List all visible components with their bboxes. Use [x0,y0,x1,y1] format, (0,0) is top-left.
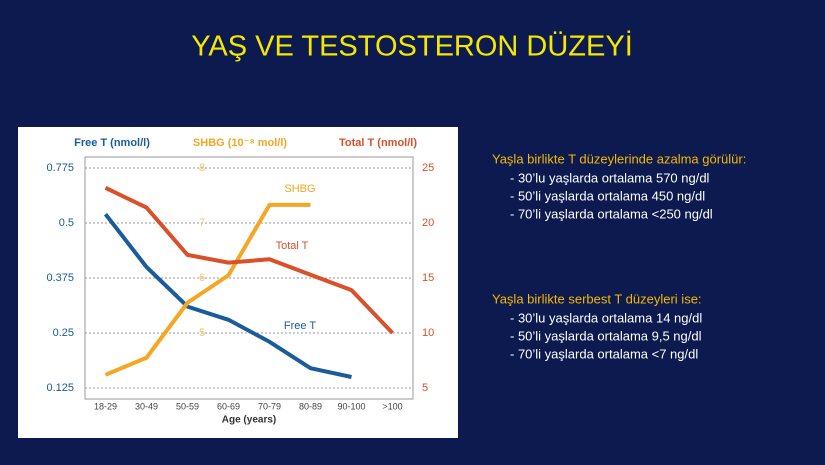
note-item: - 50’li yaşlarda ortalama 9,5 ng/dl [510,328,702,343]
note-item: - 50’li yaşlarda ortalama 450 ng/dl [510,188,705,203]
x-tick-label: 70-79 [258,401,281,411]
series-line [104,185,394,335]
note-item: - 70’li yaşlarda ortalama <250 ng/dl [510,206,713,221]
note-item: - 70’li yaşlarda ortalama <7 ng/dl [510,346,698,361]
y3-tick-label: 6 [199,272,205,284]
chart-panel [18,127,458,438]
x-tick-label: 50-59 [176,401,199,411]
note-item: - 30’lu yaşlarda ortalama 570 ng/dl [510,170,710,185]
y-axis-title: Free T (nmol/l) [74,137,150,149]
series-label: Total T [276,240,309,252]
note-heading: Yaşla birlikte serbest T düzeyleri ise: [492,291,702,306]
series-line [104,202,311,377]
y-tick-label: 0.775 [46,162,74,174]
x-tick-label: >100 [382,401,402,411]
series-label: SHBG [284,183,315,195]
y2-tick-label: 25 [422,162,434,174]
y3-tick-label: 8 [199,162,205,174]
series-label: Free T [284,320,316,332]
note-heading: Yaşla birlikte T düzeylerinde azalma gör… [492,151,746,166]
x-axis-title: Age (years) [222,415,276,426]
y2-tick-label: 15 [422,272,434,284]
x-tick-label: 90-100 [337,401,365,411]
y2-tick-label: 20 [422,217,434,229]
slide-title: YAŞ VE TESTOSTERON DÜZEYİ [191,30,633,63]
y-tick-label: 0.5 [59,217,74,229]
x-tick-label: 18-29 [94,401,117,411]
x-tick-label: 30-49 [135,401,158,411]
y-tick-label: 0.375 [46,272,74,284]
x-tick-label: 60-69 [217,401,240,411]
y2-tick-label: 5 [422,382,428,394]
series-line [103,212,352,379]
y2-axis-title: Total T (nmol/l) [339,137,417,149]
y2-tick-label: 10 [422,327,434,339]
x-tick-label: 80-89 [299,401,322,411]
note-item: - 30’lu yaşlarda ortalama 14 ng/dl [510,310,702,325]
y3-axis-title: SHBG (10⁻⁸ mol/l) [193,137,287,149]
y-tick-label: 0.25 [53,327,74,339]
y-tick-label: 0.125 [46,382,74,394]
y3-tick-label: 5 [199,327,205,339]
y3-tick-label: 7 [199,217,205,229]
